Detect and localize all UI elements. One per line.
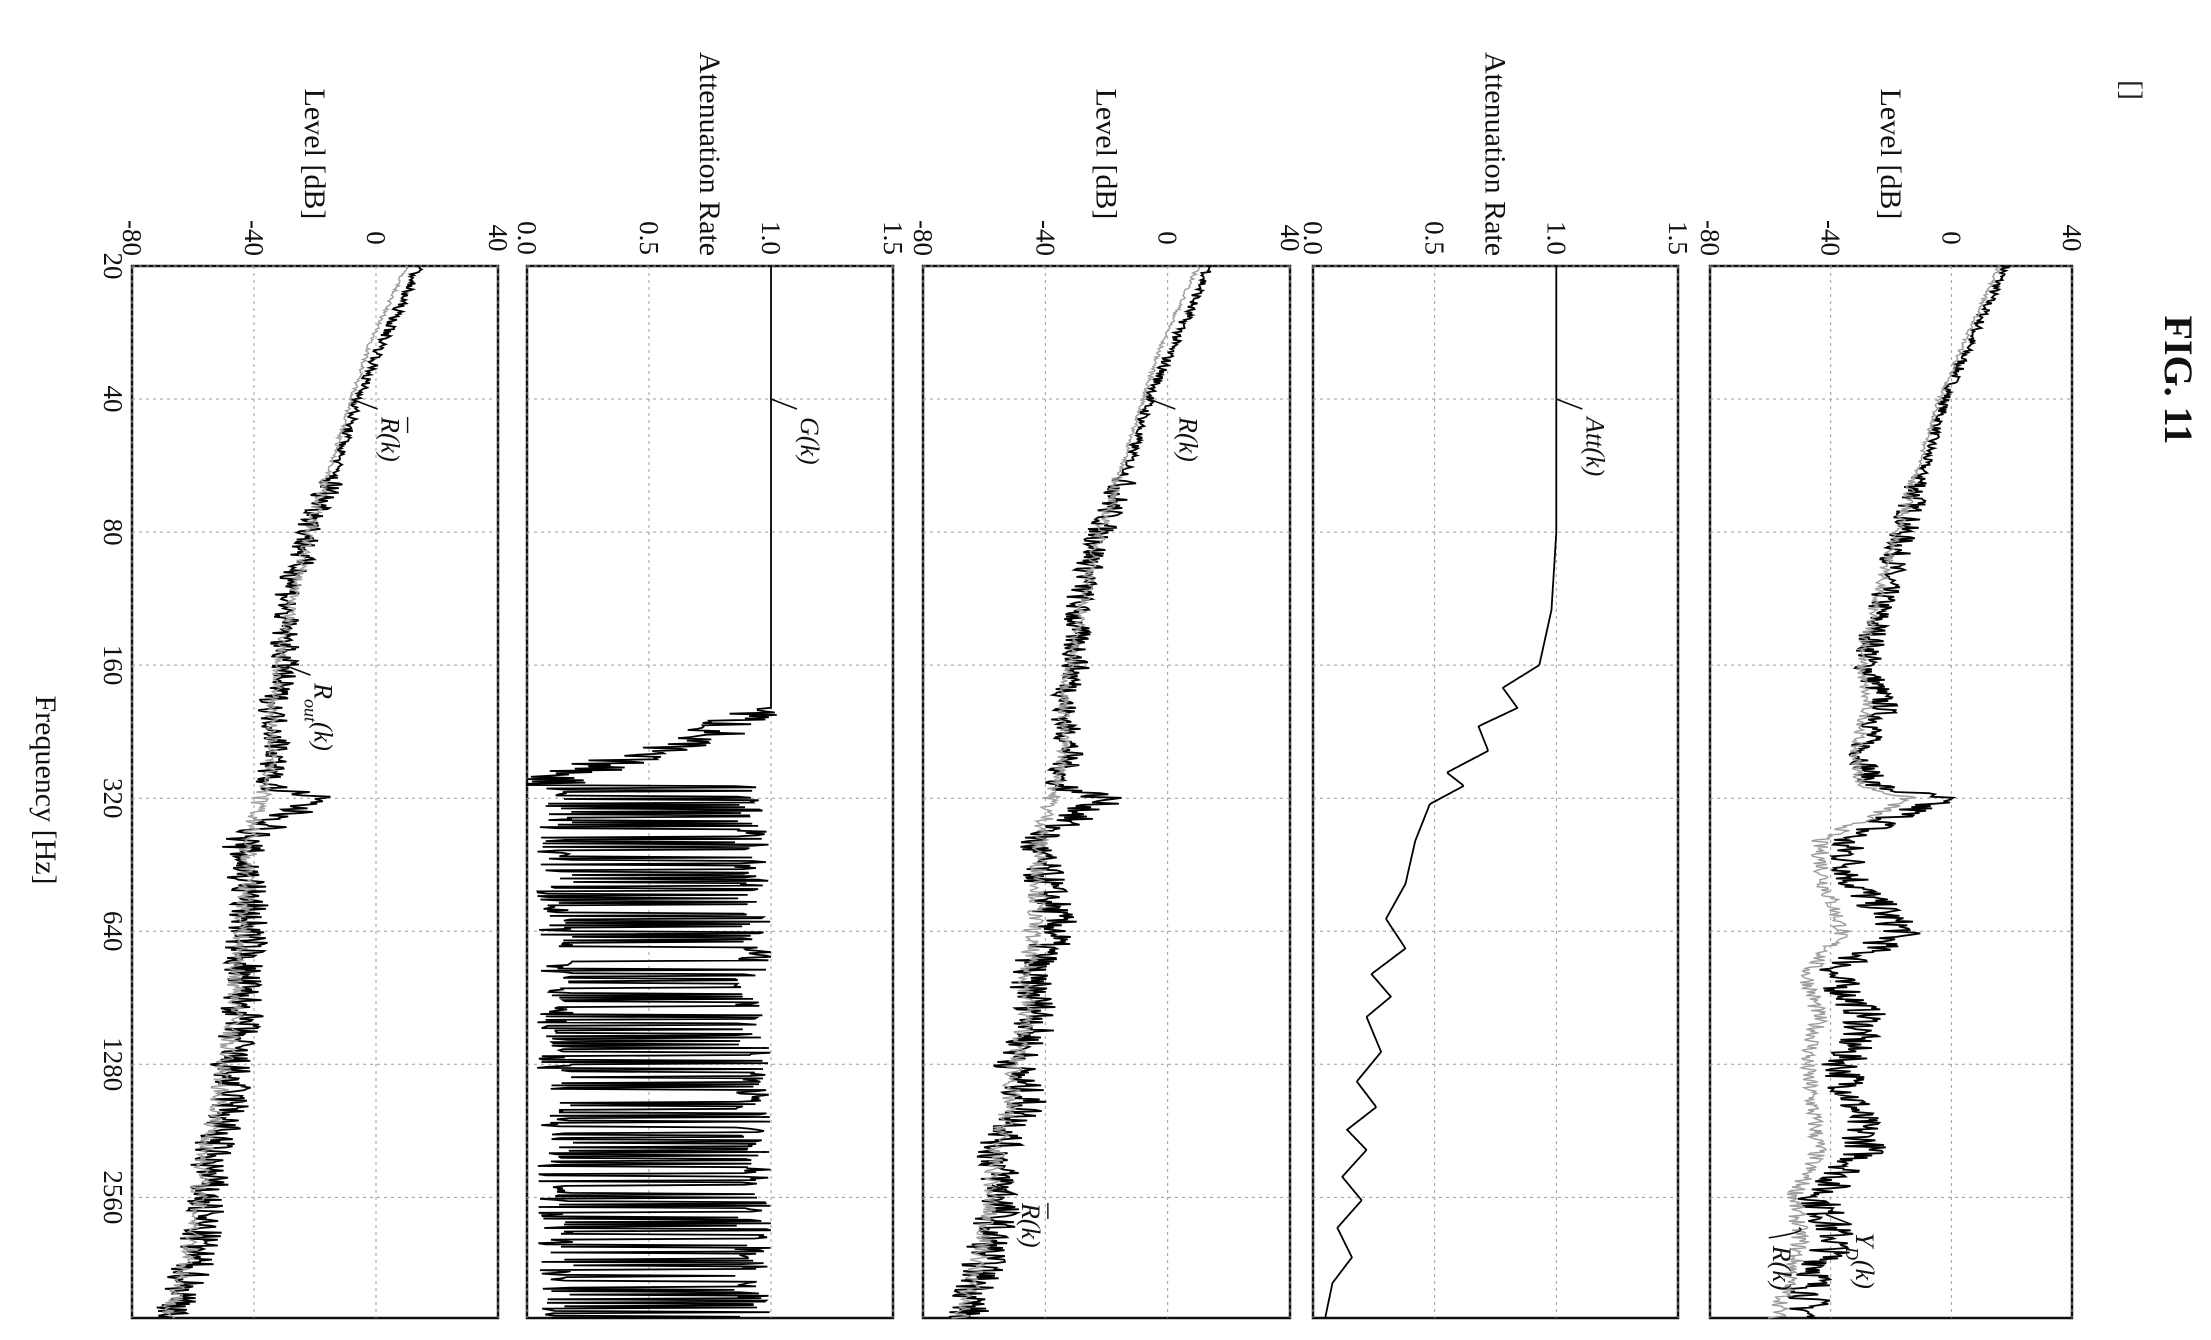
chart-panel-4: 1.5 1.0 0.5 0.0 Attenuation Rate G(k) bbox=[512, 52, 908, 1320]
chart-panel-5: -80 -40 0 40 Level [dB] Rout(k) R(k) bbox=[117, 89, 513, 1320]
y-tick-label: 0.5 bbox=[1420, 221, 1450, 255]
y-tick-label: 0 bbox=[1153, 231, 1183, 245]
curve-label: G(k) bbox=[795, 417, 824, 465]
y-tick-label: 0.0 bbox=[512, 221, 542, 255]
y-tick-label: 0 bbox=[1936, 231, 1966, 245]
curve-leader bbox=[991, 1184, 1019, 1196]
series-line bbox=[1324, 266, 1558, 1319]
curve-label: Att(k) bbox=[1580, 415, 1609, 476]
curve-label: R(k) bbox=[1016, 1202, 1045, 1248]
series-line bbox=[156, 265, 424, 1319]
y-tick-label: -40 bbox=[1030, 220, 1060, 256]
curve-leader bbox=[1149, 398, 1176, 410]
series-line bbox=[951, 265, 1201, 1319]
curve-label: YD(k) bbox=[1842, 1233, 1879, 1289]
y-tick-label: 1.5 bbox=[878, 221, 908, 255]
series-line bbox=[1767, 265, 2003, 1319]
series-line bbox=[1786, 265, 2010, 1319]
chart-panel-1: -80 -40 0 40 Level [dB] YD(k) R(k) bbox=[1695, 89, 2087, 1320]
curve-label: R(k) bbox=[1767, 1245, 1796, 1291]
series-line bbox=[948, 265, 1213, 1319]
curve-leader bbox=[1825, 1213, 1853, 1226]
y-tick-label: -80 bbox=[908, 220, 938, 256]
y-axis-label: Attenuation Rate bbox=[693, 52, 726, 256]
chart-panel-2: 1.5 1.0 0.5 0.0 Attenuation Rate Att(k) bbox=[1298, 52, 1693, 1320]
curve-label: R(k) bbox=[376, 416, 405, 462]
x-tick-label: 20 bbox=[98, 253, 128, 280]
x-tick-label: 40 bbox=[98, 386, 128, 413]
panel-frame bbox=[1311, 264, 1680, 1320]
corner-mark: [] bbox=[2115, 80, 2148, 100]
curve-label: R(k) bbox=[1173, 416, 1202, 462]
x-axis-label: Frequency [Hz] bbox=[29, 695, 62, 884]
y-tick-label: -80 bbox=[1695, 220, 1725, 256]
x-tick-label: 1280 bbox=[98, 1037, 128, 1091]
x-tick-label: 640 bbox=[98, 911, 128, 952]
y-axis-label: Attenuation Rate bbox=[1479, 52, 1512, 256]
y-tick-label: 40 bbox=[483, 225, 513, 252]
chart-panel-3: -80 -40 0 40 Level [dB] R(k) R(k) bbox=[908, 89, 1305, 1320]
y-axis-label: Level [dB] bbox=[1874, 89, 1907, 220]
y-tick-label: 40 bbox=[1275, 225, 1305, 252]
curve-leader bbox=[770, 398, 798, 410]
y-tick-label: 0 bbox=[361, 231, 391, 245]
chart-panels: -80 -40 0 40 Level [dB] YD(k) R(k) 1.5 1.0 0.5 0.0… bbox=[117, 52, 2087, 1320]
panel-frame bbox=[1708, 264, 2074, 1320]
x-tick-label: 80 bbox=[98, 519, 128, 546]
x-tick-labels: 20 40 80 160 320 640 1280 2560 bbox=[98, 253, 128, 1225]
panel-frame bbox=[130, 264, 500, 1320]
y-axis-label: Level [dB] bbox=[1090, 89, 1123, 220]
y-tick-label: -40 bbox=[239, 220, 269, 256]
curve-leader bbox=[351, 398, 378, 410]
curve-leader bbox=[1556, 398, 1583, 410]
y-tick-label: 0.5 bbox=[634, 221, 664, 255]
y-tick-label: -80 bbox=[117, 220, 147, 256]
x-tick-label: 320 bbox=[98, 778, 128, 819]
figure-title: FIG. 11 bbox=[2156, 316, 2201, 445]
panel-frame bbox=[921, 264, 1292, 1320]
y-axis-label: Level [dB] bbox=[298, 89, 331, 220]
y-tick-label: 1.0 bbox=[1541, 221, 1571, 255]
y-tick-label: -40 bbox=[1816, 220, 1846, 256]
y-tick-label: 1.0 bbox=[756, 221, 786, 255]
series-line bbox=[526, 266, 777, 1319]
y-tick-label: 0.0 bbox=[1298, 221, 1328, 255]
curve-leader bbox=[1768, 1227, 1802, 1239]
curve-leader bbox=[284, 664, 311, 676]
series-line bbox=[161, 265, 409, 1319]
y-tick-label: 1.5 bbox=[1663, 221, 1693, 255]
x-tick-label: 2560 bbox=[98, 1170, 128, 1224]
y-tick-label: 40 bbox=[2057, 225, 2087, 252]
x-tick-label: 160 bbox=[98, 645, 128, 686]
curve-label: Rout(k) bbox=[301, 682, 338, 751]
